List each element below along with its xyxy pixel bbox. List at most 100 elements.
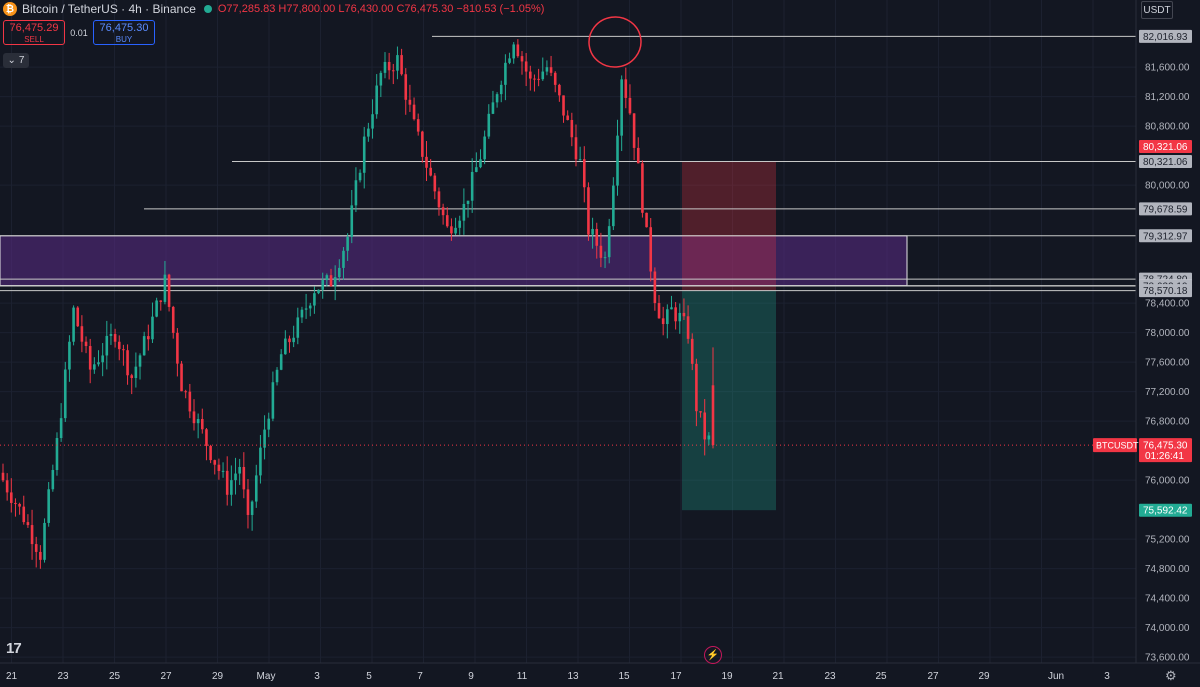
candle [570,112,574,147]
candle-body [304,308,308,310]
candle [51,464,55,492]
candle [209,444,212,464]
candle-body [321,280,325,290]
candle [230,465,233,506]
candle [545,60,549,76]
candle-body [470,171,474,201]
candle [321,272,325,299]
candle [151,302,154,343]
candle-body [18,503,21,507]
candle-body [246,489,250,515]
sell-button[interactable]: 76,475.29 SELL [3,20,65,45]
candle-body [117,341,121,350]
tradingview-logo-icon[interactable]: 17 [6,640,22,657]
level-price-label-bg [1139,284,1192,298]
candle [371,99,374,139]
candle [275,367,279,386]
candle [387,52,391,80]
candle [487,104,491,139]
candle [72,305,75,346]
indicators-toggle[interactable]: ⌄ 7 [3,53,29,68]
candle-body [475,167,478,172]
bitcoin-icon: ₿ [3,2,17,16]
candle-body [176,332,179,364]
candle [699,411,702,418]
current-price-bg [1139,438,1192,463]
candle [412,97,416,121]
time-tick-label: 7 [417,671,423,682]
candle [47,482,50,527]
candle-body [421,131,424,157]
time-tick-label: Jun [1048,671,1064,682]
candle-body [10,492,13,503]
candle [566,110,569,121]
level-price-label: 79,312.97 [1143,231,1188,242]
candle-body [180,363,183,392]
candle-body [354,180,358,206]
candle [383,52,387,79]
candle-body [113,334,117,342]
currency-selector[interactable]: USDT [1141,1,1173,19]
candle-body [101,355,104,363]
time-tick-label: 25 [109,671,121,682]
candle-body [59,418,63,439]
candle-body [317,289,320,294]
candle-body [242,466,246,490]
candle [117,335,121,361]
candle [159,300,163,311]
time-tick-label: 23 [57,671,69,682]
time-axis-bg [0,663,1200,687]
stop-loss-box[interactable] [682,161,776,291]
candle [649,218,653,282]
time-tick-label: May [257,671,276,682]
level-price-label-bg [1139,202,1192,216]
candle [304,293,308,319]
price-tick-label: 73,600.00 [1145,653,1190,664]
candle-body [147,336,150,340]
time-tick-label: 21 [6,671,18,682]
market-open-icon [203,5,212,13]
candle-body [76,307,80,327]
candle [624,67,628,109]
candle-body [441,207,445,216]
candle-body [51,470,55,490]
candle [666,304,669,339]
candle [591,217,594,249]
candle [437,187,441,216]
candle [429,159,432,177]
candle [263,415,266,460]
candle [425,140,428,182]
flash-icon[interactable]: ⚡ [704,646,722,664]
candle [1,463,5,483]
symbol-title[interactable]: Bitcoin / TetherUS · 4h · Binance [22,2,196,16]
current-price-label: 76,475.30 [1143,441,1188,452]
candle [470,158,474,213]
candle-body [14,502,17,504]
gear-icon[interactable]: ⚙ [1165,668,1177,683]
candle-body [504,62,507,85]
candle [603,251,607,269]
candle-body [495,94,499,103]
candle [553,71,557,93]
candle-body [267,418,271,430]
candle [450,218,453,241]
candle-body [93,364,96,370]
candle [296,307,300,345]
buy-button[interactable]: 76,475.30 BUY [93,20,155,45]
candle [217,458,221,480]
candle [400,48,403,76]
candle-body [499,84,503,95]
candle [55,432,59,476]
annotation-circle[interactable] [586,14,644,71]
candle-body [682,312,686,317]
candle-body [458,220,462,228]
candle-body [292,337,295,343]
price-tick-label: 76,000.00 [1145,476,1190,487]
candle [549,55,553,77]
candle [678,303,682,334]
candle-body [155,300,158,317]
time-tick-label: 27 [927,671,939,682]
candle-body [5,480,9,493]
candle [14,498,17,517]
